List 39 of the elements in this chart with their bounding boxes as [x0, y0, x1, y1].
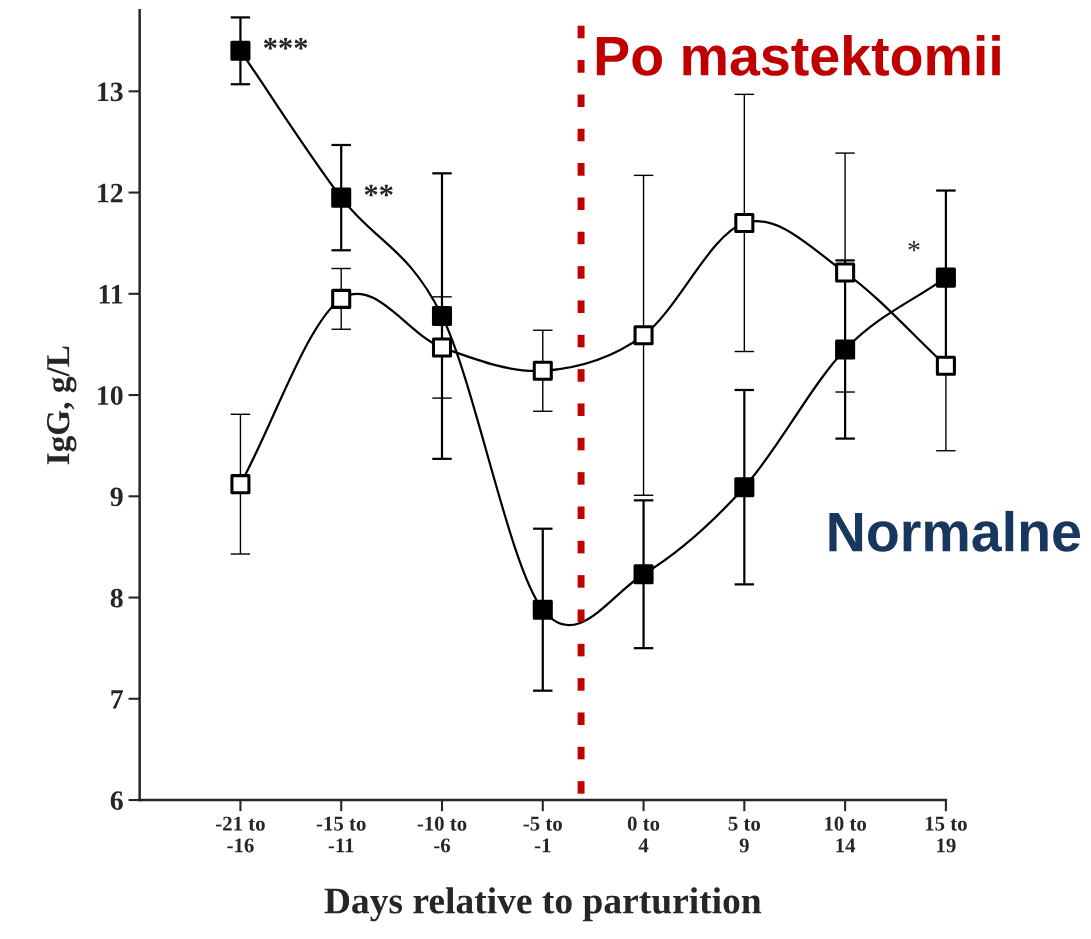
point — [935, 267, 956, 288]
annotation: Po mastektomii — [596, 35, 1000, 76]
point — [331, 288, 352, 309]
x-tick-label: 0 to 4 — [627, 816, 660, 853]
annotation: Normalne — [829, 510, 1081, 552]
x-tick-label: -15 to -11 — [316, 816, 366, 853]
y-tick-label: 10 — [98, 386, 123, 405]
y-tick-label: 12 — [98, 183, 123, 203]
y-tick-label: 13 — [98, 82, 123, 102]
point — [230, 40, 251, 61]
point — [734, 212, 755, 233]
point — [532, 599, 553, 620]
y-axis-title: IgG, g/L — [47, 346, 77, 465]
point — [331, 187, 352, 208]
x-axis-title: Days relative to parturition — [324, 887, 762, 922]
point — [532, 360, 553, 381]
point — [835, 262, 856, 283]
point — [230, 474, 251, 495]
y-tick-label: 7 — [111, 690, 123, 709]
y-tick-label: 9 — [110, 487, 123, 507]
point — [633, 564, 654, 585]
y-tick-label: 8 — [110, 588, 123, 608]
point — [835, 339, 856, 360]
point — [431, 337, 453, 358]
point — [734, 477, 755, 498]
annotation: ** — [364, 184, 393, 197]
x-tick-label: 10 to 14 — [825, 816, 867, 853]
point — [633, 325, 654, 346]
point — [935, 355, 956, 376]
y-tick-label: 11 — [99, 285, 123, 304]
x-tick-label: 5 to 9 — [728, 816, 761, 853]
x-tick-label: -10 to -6 — [417, 816, 467, 853]
point — [431, 306, 453, 327]
annotation: *** — [263, 38, 308, 50]
x-tick-label: 15 to 19 — [925, 816, 967, 853]
x-tick-label: -21 to -16 — [216, 816, 265, 853]
annotation: * — [908, 241, 920, 252]
x-tick-label: -5 to -1 — [523, 816, 562, 853]
y-tick-label: 6 — [110, 791, 123, 810]
